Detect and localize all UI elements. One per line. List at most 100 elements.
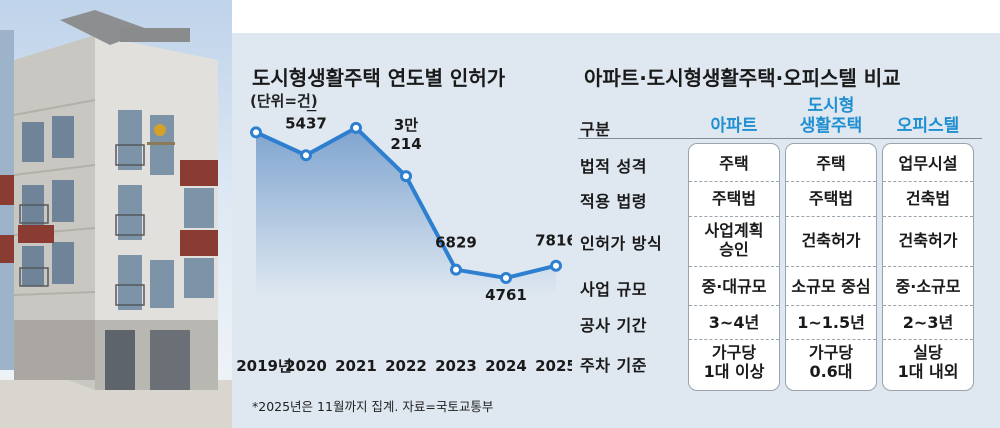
cell-r1-c1: 주택법 <box>785 182 877 214</box>
row-label-3: 사업 규모 <box>580 280 647 299</box>
cell-r1-c2: 건축법 <box>882 182 974 214</box>
x-tick-5: 2024 <box>485 357 527 375</box>
column-header-line: 오피스텔 <box>896 116 960 136</box>
row-separator <box>883 339 973 340</box>
row-label-5: 주차 기준 <box>580 356 647 375</box>
cell-line: 1~1.5년 <box>797 312 865 332</box>
data-label-5: 4761 <box>485 286 527 304</box>
column-header-line: 도시형 <box>807 96 855 116</box>
data-point-2021 <box>350 121 362 134</box>
cell-line: 소규모 중심 <box>791 276 871 296</box>
cell-line: 건축법 <box>905 188 951 208</box>
chart-title: 도시형생활주택 연도별 인허가 <box>252 66 506 90</box>
row-separator <box>689 339 779 340</box>
row-label-0: 법적 성격 <box>580 157 647 176</box>
row-separator <box>689 304 779 306</box>
row-separator <box>689 265 779 267</box>
cell-line: 업무시설 <box>898 153 958 173</box>
cell-line: 가구당 <box>808 343 854 362</box>
row-label-4: 공사 기간 <box>580 316 647 335</box>
permits-line-chart: 4만11613만54374만22833만214682947617816 2019… <box>236 110 572 375</box>
x-tick-0: 2019년 <box>236 357 292 375</box>
cell-line: 중·대규모 <box>701 276 767 296</box>
cell-r3-c2: 중·소규모 <box>882 269 974 303</box>
data-point-2025 <box>550 259 562 272</box>
data-label-6: 7816 <box>535 232 572 250</box>
cell-r0-c0: 주택 <box>688 147 780 179</box>
x-tick-4: 2023 <box>435 357 477 375</box>
row-separator <box>786 304 876 306</box>
cell-line: 1대 이상 <box>703 362 765 381</box>
cell-line: 주택법 <box>808 188 854 208</box>
data-point-2022 <box>400 170 412 183</box>
header-label: 구분 <box>580 120 611 139</box>
x-tick-2: 2021 <box>335 357 377 375</box>
column-box-0 <box>688 143 780 391</box>
cell-r4-c0: 3~4년 <box>688 306 780 338</box>
x-tick-1: 2020 <box>285 357 327 375</box>
cell-line: 주택 <box>816 153 846 173</box>
building-photo <box>0 0 232 428</box>
column-box-1 <box>785 143 877 391</box>
header-divider <box>578 138 982 139</box>
row-label-1: 적용 법령 <box>580 192 647 211</box>
column-header-line: 아파트 <box>710 116 758 136</box>
data-label-4: 6829 <box>435 234 477 252</box>
cell-r2-c2: 건축허가 <box>882 218 974 262</box>
row-label-2: 인허가 방식 <box>580 234 663 253</box>
cell-r3-c0: 중·대규모 <box>688 269 780 303</box>
cell-line: 주택 <box>719 153 749 173</box>
data-point-2023 <box>450 263 462 276</box>
cell-line: 주택법 <box>711 188 757 208</box>
source-note: *2025년은 11월까지 집계. 자료=국토교통부 <box>252 399 494 414</box>
data-point-2020 <box>300 149 312 162</box>
cell-line: 승인 <box>719 240 749 259</box>
column-header-line: 생활주택 <box>799 116 863 136</box>
cell-r2-c0: 사업계획 승인 <box>688 218 780 262</box>
column-header-0: 아파트 <box>688 116 780 136</box>
cell-line: 0.6대 <box>809 362 853 381</box>
cell-r3-c1: 소규모 중심 <box>785 269 877 303</box>
row-separator <box>883 265 973 267</box>
row-separator <box>689 216 779 217</box>
chart-area-fill <box>256 127 556 297</box>
x-tick-3: 2022 <box>385 357 427 375</box>
row-separator <box>786 216 876 217</box>
data-point-2024 <box>500 271 512 284</box>
cell-line: 3~4년 <box>708 312 760 332</box>
row-separator <box>786 339 876 340</box>
data-point-2019 <box>250 126 262 139</box>
cell-r1-c0: 주택법 <box>688 182 780 214</box>
cell-r5-c1: 가구당 0.6대 <box>785 340 877 384</box>
column-header-2: 오피스텔 <box>882 116 974 136</box>
row-separator <box>883 216 973 217</box>
row-separator <box>786 180 876 182</box>
x-tick-6: 2025 <box>535 357 572 375</box>
cell-r0-c1: 주택 <box>785 147 877 179</box>
row-separator <box>883 304 973 306</box>
cell-line: 건축허가 <box>801 230 861 250</box>
cell-line: 건축허가 <box>898 230 958 250</box>
cell-line: 사업계획 <box>704 221 764 240</box>
cell-line: 가구당 <box>711 343 757 362</box>
cell-r5-c0: 가구당 1대 이상 <box>688 340 780 384</box>
cell-r2-c1: 건축허가 <box>785 218 877 262</box>
row-separator <box>883 180 973 182</box>
cell-r4-c2: 2~3년 <box>882 306 974 338</box>
cell-line: 1대 내외 <box>897 362 959 381</box>
data-label-3: 3만 214 <box>390 116 421 153</box>
row-separator <box>689 180 779 182</box>
cell-r0-c2: 업무시설 <box>882 147 974 179</box>
chart-unit-label: (단위=건) <box>250 92 318 110</box>
cell-r4-c1: 1~1.5년 <box>785 306 877 338</box>
row-separator <box>786 265 876 267</box>
cell-r5-c2: 실당 1대 내외 <box>882 340 974 384</box>
column-box-2 <box>882 143 974 391</box>
cell-line: 2~3년 <box>902 312 954 332</box>
cell-line: 실당 <box>913 343 943 362</box>
building-illustration <box>0 10 232 428</box>
table-title: 아파트·도시형생활주택·오피스텔 비교 <box>584 66 901 90</box>
data-label-1: 3만5437 <box>285 110 327 132</box>
column-header-1: 도시형 생활주택 <box>785 96 877 136</box>
cell-line: 중·소규모 <box>895 276 961 296</box>
